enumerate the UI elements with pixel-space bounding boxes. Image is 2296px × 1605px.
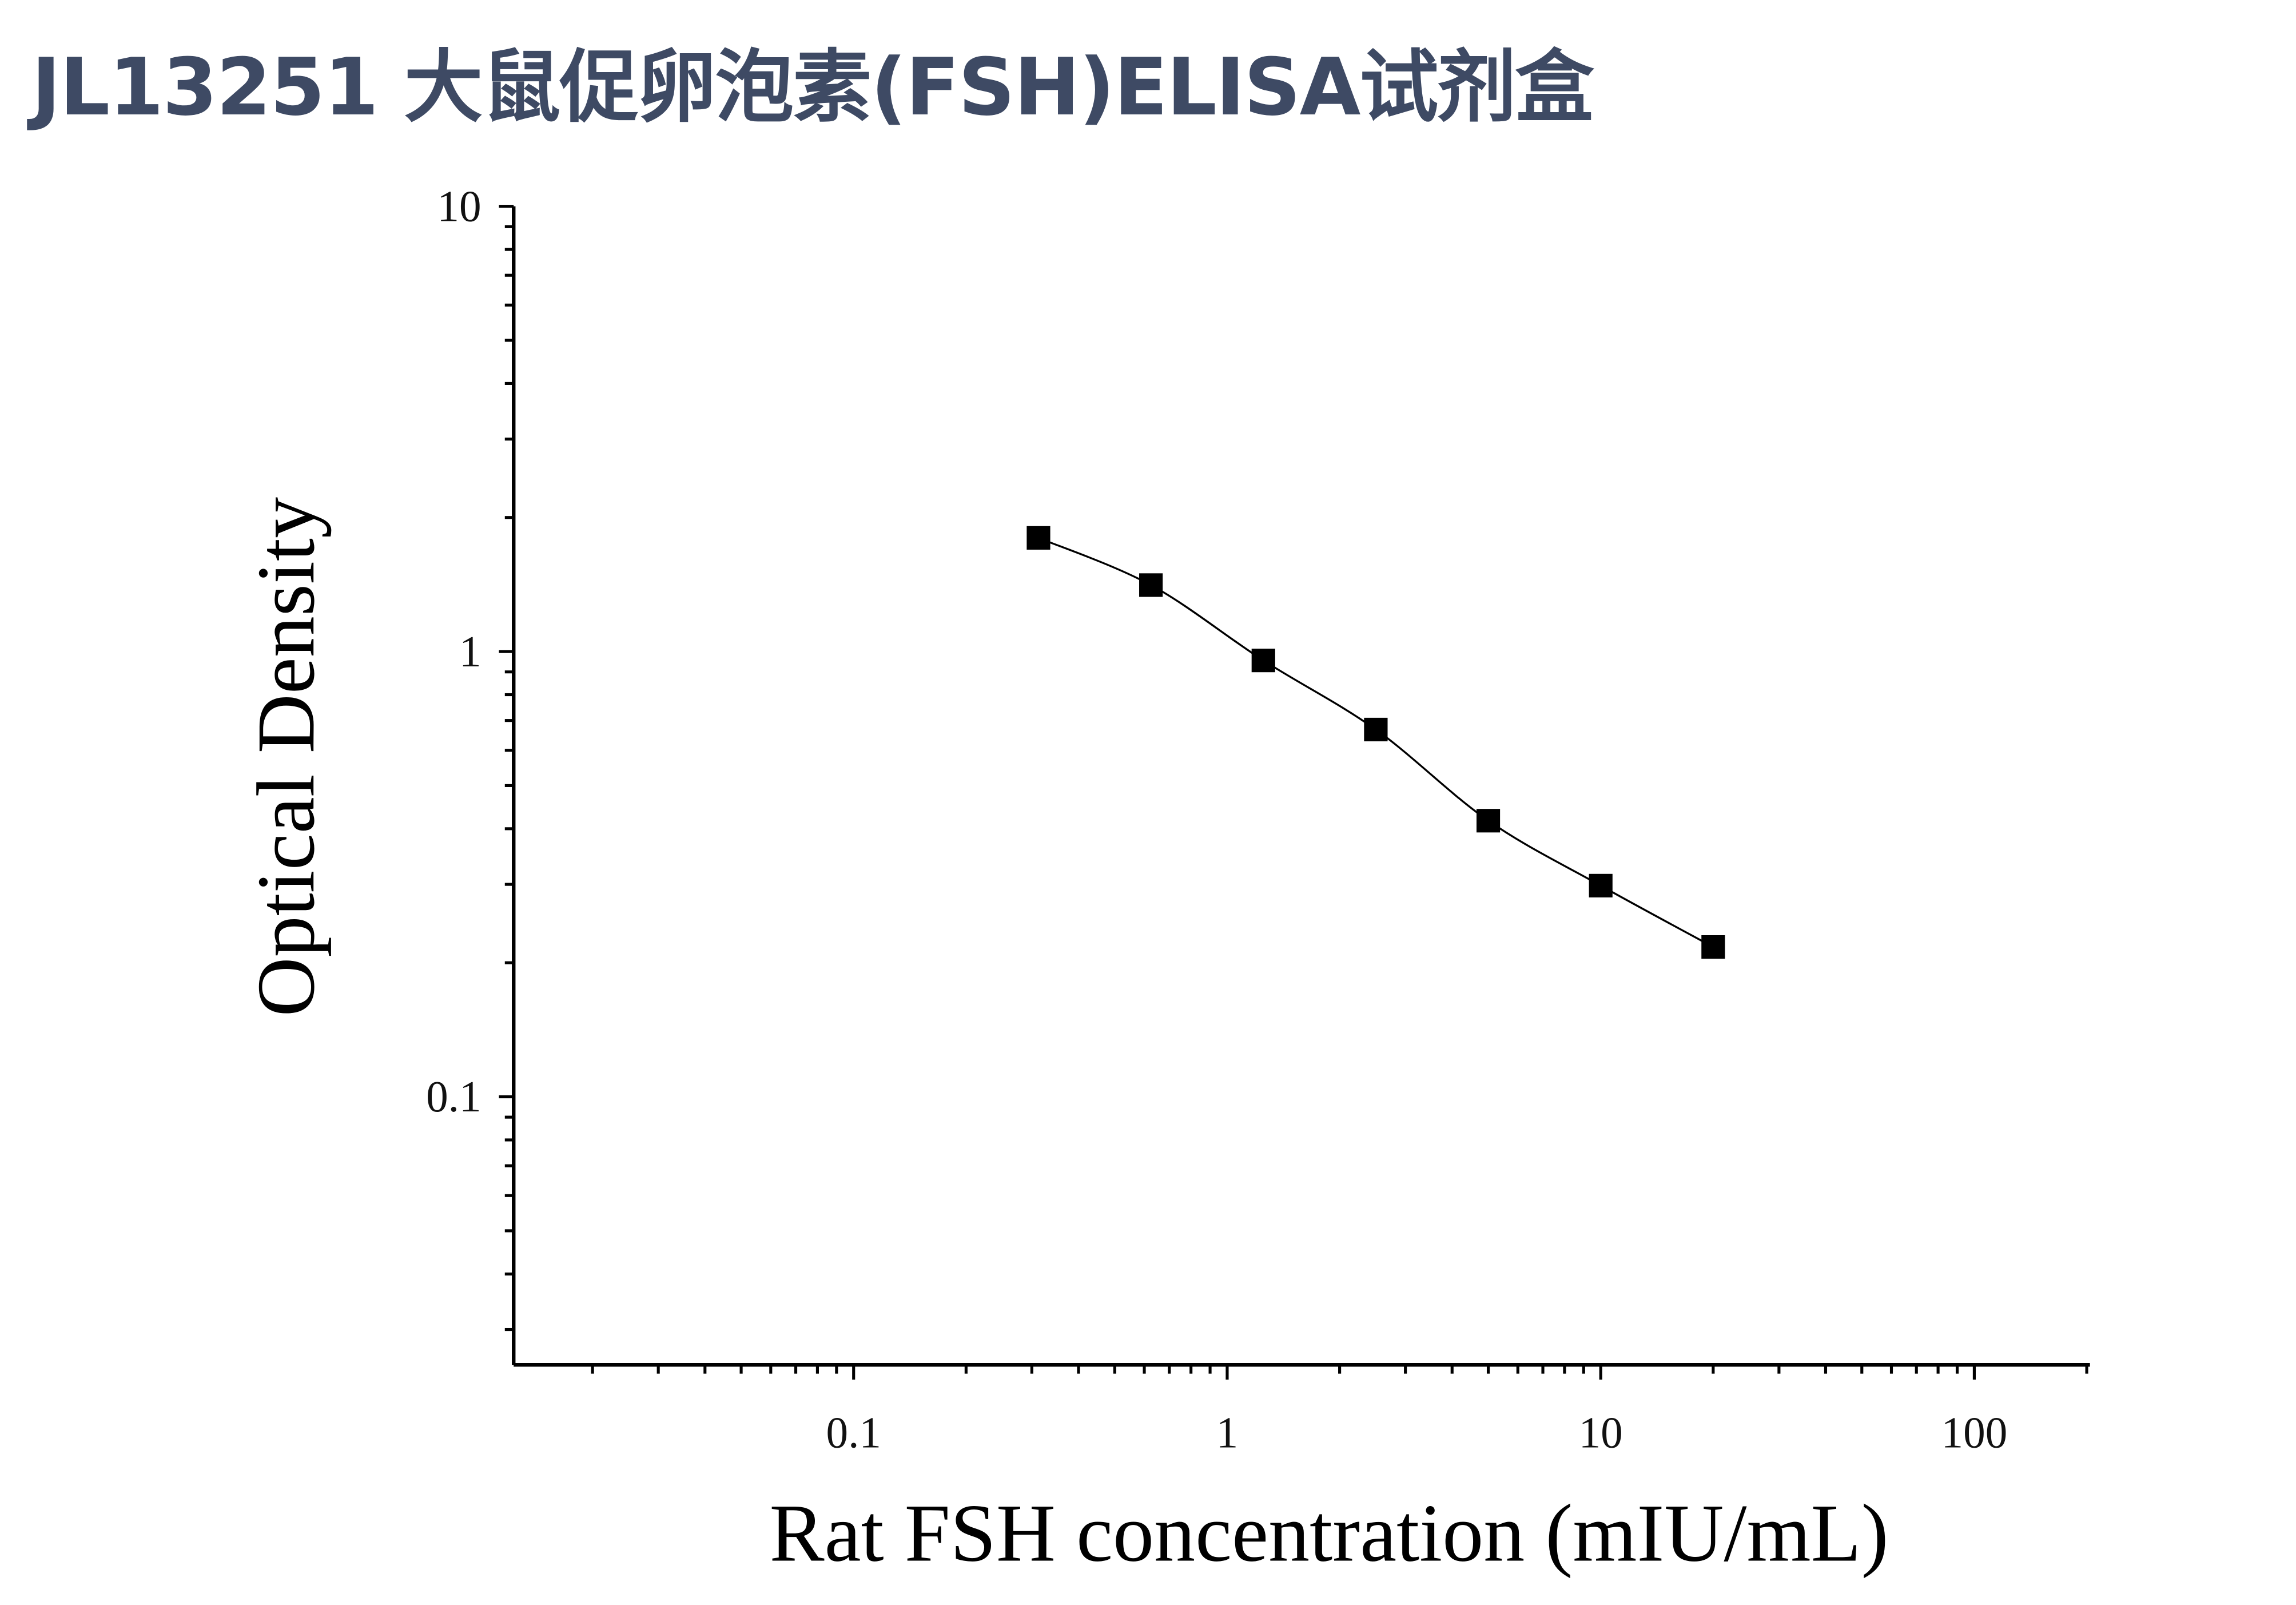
y-tick-label: 0.1 (426, 1072, 482, 1121)
axes (512, 206, 2090, 1367)
x-tick-label: 10 (1579, 1408, 1623, 1457)
data-point (1139, 573, 1163, 597)
y-tick-label: 1 (459, 627, 482, 676)
data-point (1701, 935, 1725, 959)
data-points (1026, 526, 1725, 959)
data-point (1026, 526, 1050, 550)
x-tick-label: 100 (1941, 1408, 2008, 1457)
data-point (1589, 873, 1613, 897)
chart-title: JL13251 大鼠促卵泡素(FSH)ELISA试剂盒 (31, 41, 1594, 133)
data-point (1364, 717, 1388, 742)
ticks: 0.1 1 10 0.1 1 10 100 (426, 181, 2088, 1457)
x-axis-title: Rat FSH concentration (mIU/mL) (770, 1488, 1889, 1579)
y-axis-title: Optical Density (241, 497, 332, 1017)
y-tick-label: 10 (437, 181, 481, 231)
data-point (1251, 649, 1275, 673)
x-tick-label: 1 (1216, 1408, 1239, 1457)
data-point (1476, 809, 1501, 833)
x-tick-label: 0.1 (826, 1408, 881, 1457)
